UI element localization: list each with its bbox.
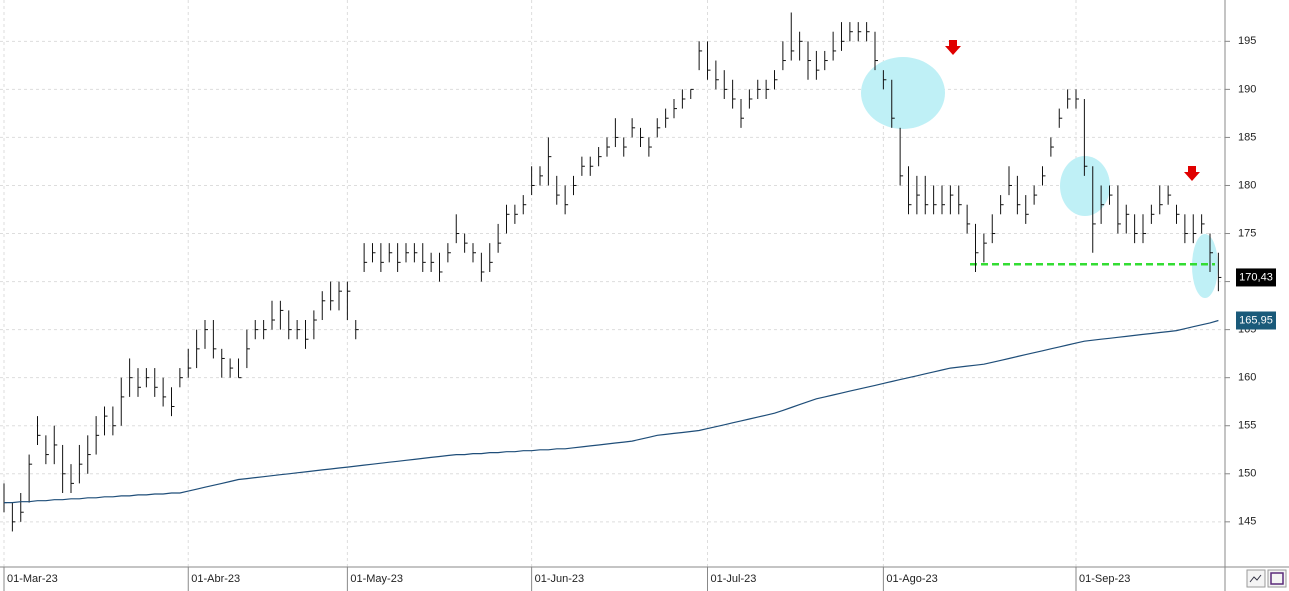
axes: 14515015516016517017518018519019501-Mar-…	[3, 35, 1276, 591]
x-tick-label: 01-Jul-23	[711, 573, 757, 585]
price-label: 170,43	[1239, 271, 1273, 283]
x-tick-label: 01-Sep-23	[1079, 573, 1130, 585]
down-arrow	[1184, 166, 1200, 181]
y-tick-label: 190	[1238, 83, 1256, 95]
y-tick-label: 150	[1238, 468, 1256, 480]
price-label-box	[1236, 268, 1276, 287]
down-arrow	[945, 40, 961, 55]
y-tick-label: 160	[1238, 372, 1256, 384]
plot	[3, 12, 1222, 532]
zoom-icon	[1249, 574, 1262, 583]
highlight-ellipse	[1060, 156, 1110, 216]
annotations	[861, 40, 1218, 298]
highlight-ellipse	[1192, 234, 1218, 298]
save-button[interactable]	[1267, 569, 1287, 588]
x-tick-label: 01-Ago-23	[886, 573, 937, 585]
y-tick-label: 155	[1238, 420, 1256, 432]
y-tick-label: 195	[1238, 35, 1256, 47]
x-tick-label: 01-Jun-23	[535, 573, 585, 585]
y-tick-label: 185	[1238, 131, 1256, 143]
x-tick-label: 01-Abr-23	[191, 573, 240, 585]
x-tick-label: 01-Mar-23	[7, 573, 58, 585]
price-label-box	[1236, 311, 1276, 330]
moving-average-line	[4, 319, 1219, 504]
highlight-ellipse	[861, 57, 945, 129]
y-tick-label: 180	[1238, 179, 1256, 191]
x-tick-label: 01-May-23	[350, 573, 403, 585]
price-label: 165,95	[1239, 314, 1273, 326]
y-tick-label: 145	[1238, 516, 1256, 528]
y-tick-label: 175	[1238, 227, 1256, 239]
grid	[0, 0, 1225, 567]
save-icon	[1270, 572, 1284, 585]
